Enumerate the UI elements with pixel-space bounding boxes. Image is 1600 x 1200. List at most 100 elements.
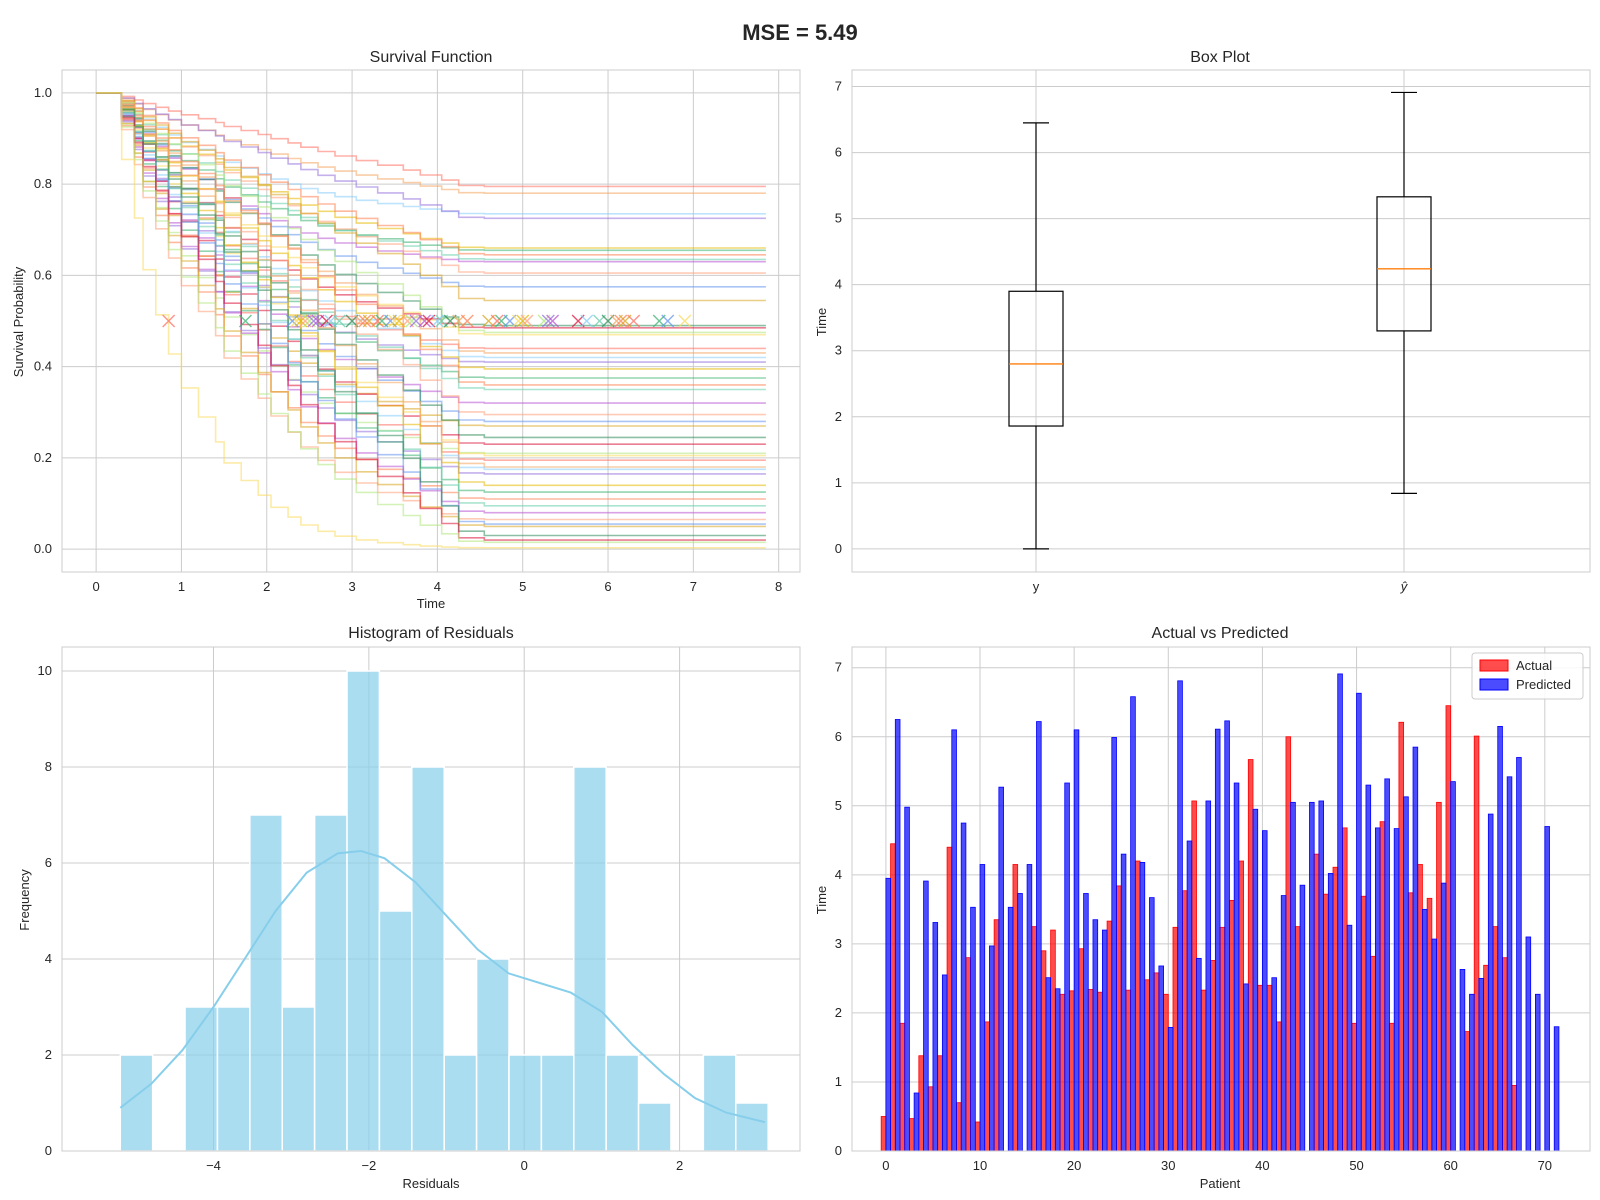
- y-tick-label: 3: [835, 343, 842, 358]
- survival-plot-frame: [61, 69, 801, 573]
- figure-title: MSE = 5.49: [742, 20, 858, 45]
- predicted-bar: [1120, 853, 1127, 1152]
- predicted-bar: [1327, 873, 1334, 1152]
- predicted-bar: [1233, 782, 1240, 1152]
- boxplot-boxes: [1008, 91, 1432, 550]
- y-tick-label: 0.2: [34, 450, 52, 465]
- survival-curve: [96, 92, 766, 537]
- actual-bar: [1436, 801, 1442, 1152]
- predicted-bar: [1130, 696, 1136, 1152]
- histogram-x-ticks: −4 −2 0 2: [206, 1158, 683, 1173]
- y-tick-label: 3: [835, 936, 842, 951]
- predicted-bar: [894, 719, 901, 1152]
- actual-bar: [1332, 866, 1339, 1152]
- survival-curve: [96, 92, 766, 386]
- x-tick-label: 2: [676, 1158, 683, 1173]
- actual-vs-predicted-panel: Actual vs Predicted Patient Time 0 10 20 30…: [814, 625, 1591, 1191]
- actual-bar: [1106, 920, 1113, 1152]
- actual-bar: [1012, 864, 1019, 1152]
- survival-curve: [96, 92, 766, 468]
- x-tick-label: 1: [178, 579, 185, 594]
- y-tick-label: 1.0: [34, 85, 52, 100]
- median-markers: [162, 314, 692, 328]
- predicted-bar: [998, 786, 1004, 1152]
- predicted-bar: [1393, 828, 1400, 1152]
- median-marker: [307, 314, 321, 328]
- median-marker: [238, 314, 252, 328]
- legend-label-predicted: Predicted: [1516, 677, 1571, 692]
- actual-bar: [1313, 853, 1320, 1152]
- y-tick-label: 4: [835, 277, 842, 292]
- actual-bar: [1219, 926, 1226, 1152]
- actual-bar: [984, 1021, 990, 1152]
- survival-curve: [96, 92, 766, 220]
- predicted-bar: [1290, 801, 1296, 1152]
- x-tick-label: 40: [1255, 1158, 1269, 1173]
- median-marker: [358, 314, 372, 328]
- survival-curve: [96, 92, 766, 252]
- predicted-bar: [1092, 919, 1099, 1152]
- y-tick-label: 10: [38, 663, 52, 678]
- median-marker: [516, 314, 530, 328]
- median-marker: [580, 314, 594, 328]
- actual-bar: [1379, 821, 1386, 1152]
- y-tick-label: 0: [45, 1143, 52, 1158]
- predicted-bar: [1083, 893, 1089, 1152]
- avp-xlabel: Patient: [1200, 1176, 1241, 1191]
- survival-curve: [96, 92, 766, 544]
- histogram-xlabel: Residuals: [402, 1176, 460, 1191]
- histogram-plot-frame: [61, 646, 801, 1152]
- x-tick-label: −4: [206, 1158, 221, 1173]
- x-tick-label: 20: [1067, 1158, 1081, 1173]
- histogram-title: Histogram of Residuals: [348, 625, 513, 642]
- histogram-bar: [508, 1054, 543, 1152]
- predicted-bar: [1252, 808, 1259, 1152]
- predicted-bar: [1139, 862, 1146, 1152]
- avp-title: Actual vs Predicted: [1152, 625, 1289, 642]
- predicted-bar: [1224, 720, 1230, 1152]
- median-marker: [614, 314, 628, 328]
- actual-bar: [1464, 1031, 1470, 1152]
- actual-bar: [890, 843, 896, 1152]
- legend: Actual Predicted: [1471, 652, 1584, 700]
- actual-bar: [1116, 885, 1122, 1152]
- predicted-bar: [1544, 826, 1550, 1152]
- y-tick-label: 0.6: [34, 267, 52, 282]
- predicted-bar: [951, 729, 957, 1152]
- avp-plot-frame: [851, 646, 1591, 1152]
- survival-curve: [96, 92, 766, 256]
- predicted-bar: [1553, 1026, 1560, 1152]
- y-tick-label: 1: [835, 1074, 842, 1089]
- actual-bar: [946, 846, 953, 1152]
- legend-swatch-actual: [1479, 659, 1509, 672]
- median-marker: [678, 314, 692, 328]
- actual-bar: [1210, 960, 1216, 1152]
- predicted-bar: [1214, 728, 1221, 1152]
- median-marker: [371, 314, 385, 328]
- y-tick-label: 1: [835, 475, 842, 490]
- histogram-bar: [540, 1054, 575, 1152]
- actual-bar: [1191, 800, 1197, 1152]
- actual-bar: [1059, 993, 1066, 1152]
- predicted-bar: [1516, 757, 1522, 1152]
- actual-bar: [918, 1055, 924, 1152]
- predicted-bar: [885, 877, 891, 1152]
- y-tick-label: 6: [835, 145, 842, 160]
- survival-curve: [96, 92, 766, 439]
- avp-ylabel: Time: [814, 886, 829, 914]
- actual-bar: [1238, 860, 1244, 1152]
- boxplot-title: Box Plot: [1190, 49, 1250, 66]
- actual-bar: [1069, 990, 1075, 1152]
- actual-bar: [1078, 948, 1084, 1152]
- actual-bar: [1144, 979, 1150, 1152]
- actual-bar: [1031, 926, 1037, 1152]
- actual-bar: [974, 1121, 981, 1152]
- actual-bar: [1473, 735, 1480, 1152]
- survival-curve: [96, 92, 766, 445]
- survival-curve: [96, 92, 766, 507]
- actual-bar: [927, 1086, 934, 1152]
- actual-bar: [899, 1022, 906, 1152]
- predicted-bar: [941, 974, 948, 1152]
